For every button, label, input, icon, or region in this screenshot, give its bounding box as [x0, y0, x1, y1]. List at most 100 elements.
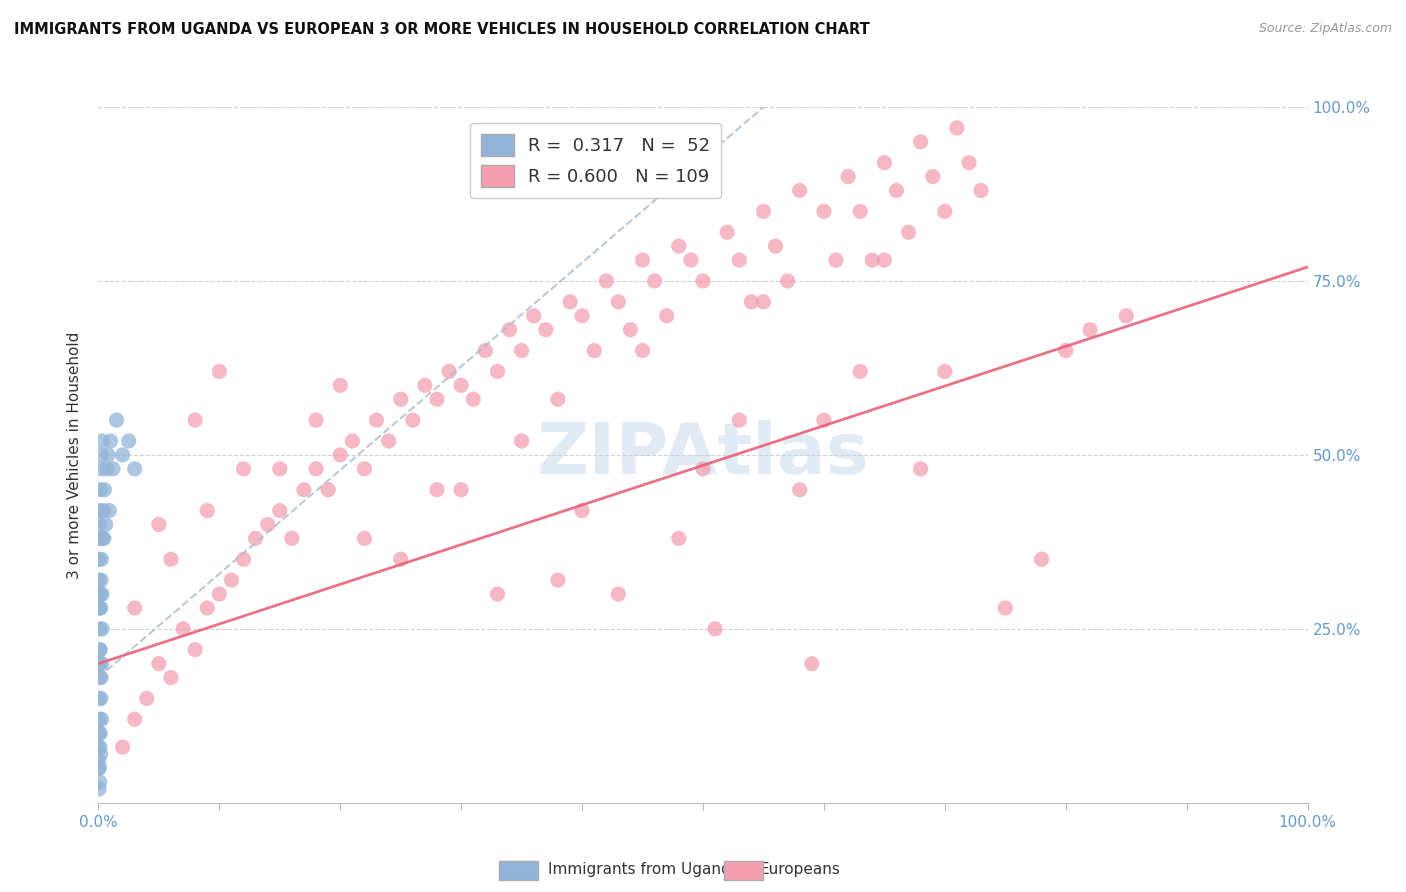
- Point: [105, 413, 128, 427]
- Point: [595, 274, 617, 288]
- Point: [135, 691, 157, 706]
- Text: IMMIGRANTS FROM UGANDA VS EUROPEAN 3 OR MORE VEHICLES IN HOUSEHOLD CORRELATION C: IMMIGRANTS FROM UGANDA VS EUROPEAN 3 OR …: [14, 22, 870, 37]
- Text: Source: ZipAtlas.com: Source: ZipAtlas.com: [1258, 22, 1392, 36]
- Point: [221, 573, 243, 587]
- Point: [329, 448, 352, 462]
- Point: [124, 601, 146, 615]
- Point: [87, 726, 110, 740]
- Point: [426, 483, 449, 497]
- Text: ZIPAtlas: ZIPAtlas: [537, 420, 869, 490]
- Point: [89, 622, 111, 636]
- Point: [256, 517, 278, 532]
- Point: [232, 552, 254, 566]
- Point: [342, 434, 364, 448]
- Point: [1078, 323, 1101, 337]
- Point: [87, 761, 110, 775]
- Point: [800, 657, 823, 671]
- Point: [160, 671, 183, 685]
- Point: [534, 323, 557, 337]
- Point: [402, 413, 425, 427]
- Point: [486, 587, 509, 601]
- Point: [90, 448, 112, 462]
- Point: [96, 462, 118, 476]
- Point: [97, 448, 120, 462]
- Point: [450, 378, 472, 392]
- Point: [631, 343, 654, 358]
- Point: [752, 204, 775, 219]
- Point: [90, 691, 112, 706]
- Point: [87, 601, 110, 615]
- Point: [87, 740, 110, 755]
- Point: [89, 601, 111, 615]
- Point: [655, 309, 678, 323]
- Point: [619, 323, 641, 337]
- Point: [89, 671, 111, 685]
- Point: [90, 601, 112, 615]
- Point: [825, 253, 848, 268]
- Point: [93, 532, 115, 546]
- Point: [728, 253, 751, 268]
- Point: [195, 503, 218, 517]
- Point: [93, 483, 115, 497]
- Point: [583, 343, 606, 358]
- Point: [498, 323, 520, 337]
- Point: [89, 642, 111, 657]
- Point: [547, 392, 569, 407]
- Point: [813, 204, 835, 219]
- Point: [305, 413, 328, 427]
- Point: [148, 657, 170, 671]
- Point: [89, 726, 111, 740]
- Point: [89, 775, 111, 789]
- Point: [813, 413, 835, 427]
- Point: [1115, 309, 1137, 323]
- Point: [87, 754, 110, 768]
- Text: Europeans: Europeans: [759, 863, 841, 877]
- Point: [849, 364, 872, 378]
- Point: [90, 462, 112, 476]
- Point: [184, 642, 207, 657]
- Point: [946, 120, 969, 135]
- Point: [970, 184, 993, 198]
- Point: [668, 532, 690, 546]
- Point: [208, 364, 231, 378]
- Point: [704, 622, 727, 636]
- Point: [389, 392, 412, 407]
- Point: [389, 552, 412, 566]
- Point: [91, 622, 114, 636]
- Point: [245, 532, 267, 546]
- Point: [789, 483, 811, 497]
- Point: [118, 434, 141, 448]
- Point: [89, 712, 111, 726]
- Point: [571, 503, 593, 517]
- Point: [849, 204, 872, 219]
- Point: [631, 253, 654, 268]
- Point: [316, 483, 339, 497]
- Point: [232, 462, 254, 476]
- Point: [873, 253, 896, 268]
- Point: [463, 392, 485, 407]
- Point: [897, 225, 920, 239]
- Point: [679, 253, 702, 268]
- Point: [377, 434, 399, 448]
- Point: [765, 239, 787, 253]
- Point: [450, 483, 472, 497]
- Point: [1031, 552, 1053, 566]
- Point: [728, 413, 751, 427]
- Point: [558, 294, 581, 309]
- Point: [89, 657, 111, 671]
- Point: [100, 434, 122, 448]
- Point: [87, 552, 110, 566]
- Point: [523, 309, 546, 323]
- Point: [89, 517, 111, 532]
- Point: [148, 517, 170, 532]
- Point: [957, 155, 980, 169]
- Point: [195, 601, 218, 615]
- Point: [90, 712, 112, 726]
- Point: [413, 378, 436, 392]
- Point: [124, 462, 146, 476]
- Point: [98, 503, 121, 517]
- Text: Immigrants from Uganda: Immigrants from Uganda: [548, 863, 741, 877]
- Point: [281, 532, 304, 546]
- Point: [91, 434, 114, 448]
- Point: [789, 184, 811, 198]
